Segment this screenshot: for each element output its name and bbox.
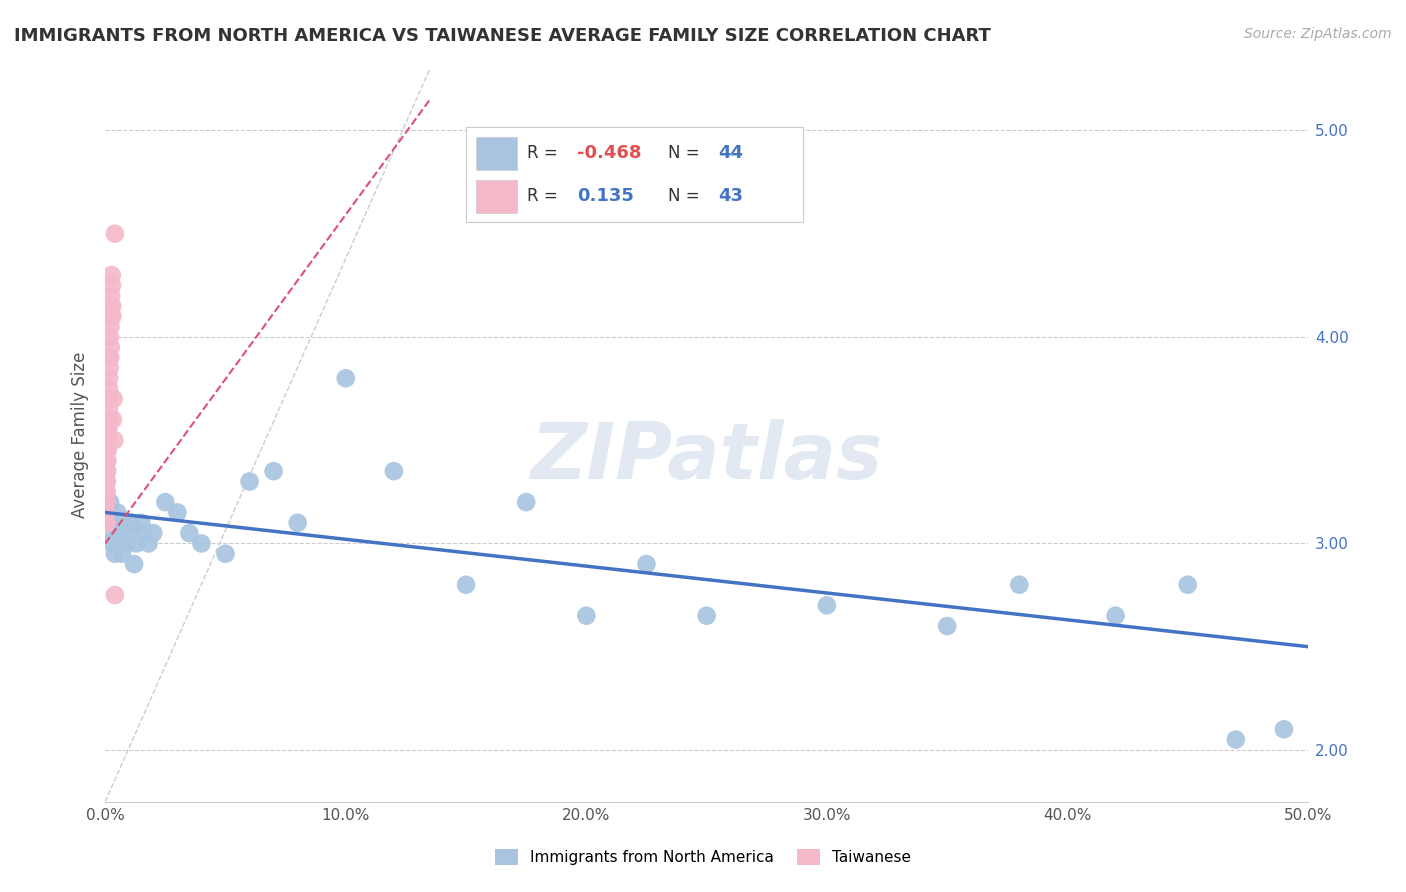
Text: IMMIGRANTS FROM NORTH AMERICA VS TAIWANESE AVERAGE FAMILY SIZE CORRELATION CHART: IMMIGRANTS FROM NORTH AMERICA VS TAIWANE…	[14, 27, 991, 45]
Point	[96, 475, 118, 489]
Point	[104, 588, 127, 602]
Point	[96, 443, 118, 458]
Point	[96, 454, 118, 468]
Point	[97, 402, 120, 417]
Point	[97, 506, 120, 520]
Point	[101, 412, 124, 426]
Point	[101, 278, 124, 293]
Point	[166, 506, 188, 520]
Point	[94, 506, 117, 520]
Point	[105, 536, 128, 550]
Point	[142, 526, 165, 541]
Point	[454, 578, 477, 592]
Point	[100, 340, 122, 354]
Point	[179, 526, 201, 541]
Point	[97, 412, 120, 426]
Point	[214, 547, 236, 561]
Point	[125, 536, 148, 550]
Point	[1104, 608, 1126, 623]
Point	[815, 599, 838, 613]
Point	[1272, 723, 1295, 737]
Point	[287, 516, 309, 530]
Point	[98, 351, 121, 365]
Point	[335, 371, 357, 385]
Point	[97, 412, 120, 426]
Point	[98, 516, 121, 530]
Y-axis label: Average Family Size: Average Family Size	[72, 351, 89, 518]
Point	[190, 536, 212, 550]
Point	[575, 608, 598, 623]
Point	[98, 360, 121, 375]
Legend: Immigrants from North America, Taiwanese: Immigrants from North America, Taiwanese	[489, 843, 917, 871]
Point	[97, 423, 120, 437]
Point	[100, 268, 122, 282]
Point	[96, 495, 118, 509]
Point	[96, 464, 118, 478]
Point	[121, 516, 143, 530]
Point	[115, 536, 138, 550]
Point	[101, 526, 124, 541]
Point	[111, 547, 134, 561]
Point	[1008, 578, 1031, 592]
Point	[104, 547, 127, 561]
Point	[1225, 732, 1247, 747]
Point	[97, 423, 120, 437]
Point	[97, 433, 120, 447]
Point	[96, 516, 118, 530]
Point	[100, 319, 122, 334]
Point	[696, 608, 718, 623]
Point	[101, 299, 124, 313]
Point	[94, 495, 117, 509]
Point	[129, 516, 152, 530]
Point	[103, 392, 125, 406]
Point	[132, 526, 155, 541]
Point	[263, 464, 285, 478]
Point	[104, 516, 127, 530]
Point	[97, 392, 120, 406]
Point	[108, 516, 131, 530]
Point	[118, 526, 141, 541]
Point	[98, 351, 121, 365]
Point	[515, 495, 537, 509]
Point	[101, 310, 124, 324]
Point	[114, 516, 136, 530]
Point	[103, 433, 125, 447]
Point	[155, 495, 177, 509]
Point	[96, 484, 118, 499]
Point	[94, 516, 117, 530]
Point	[104, 227, 127, 241]
Point	[100, 310, 122, 324]
Point	[96, 454, 118, 468]
Point	[108, 526, 131, 541]
Point	[100, 299, 122, 313]
Point	[138, 536, 160, 550]
Text: Source: ZipAtlas.com: Source: ZipAtlas.com	[1244, 27, 1392, 41]
Point	[238, 475, 260, 489]
Point	[636, 557, 658, 571]
Point	[96, 484, 118, 499]
Point	[96, 475, 118, 489]
Point	[98, 330, 121, 344]
Point	[105, 506, 128, 520]
Point	[122, 557, 145, 571]
Point	[1177, 578, 1199, 592]
Point	[98, 495, 121, 509]
Point	[96, 464, 118, 478]
Point	[98, 371, 121, 385]
Point	[101, 536, 124, 550]
Point	[382, 464, 405, 478]
Point	[97, 443, 120, 458]
Point	[96, 433, 118, 447]
Point	[98, 382, 121, 396]
Point	[936, 619, 959, 633]
Point	[100, 288, 122, 302]
Text: ZIPatlas: ZIPatlas	[530, 419, 883, 495]
